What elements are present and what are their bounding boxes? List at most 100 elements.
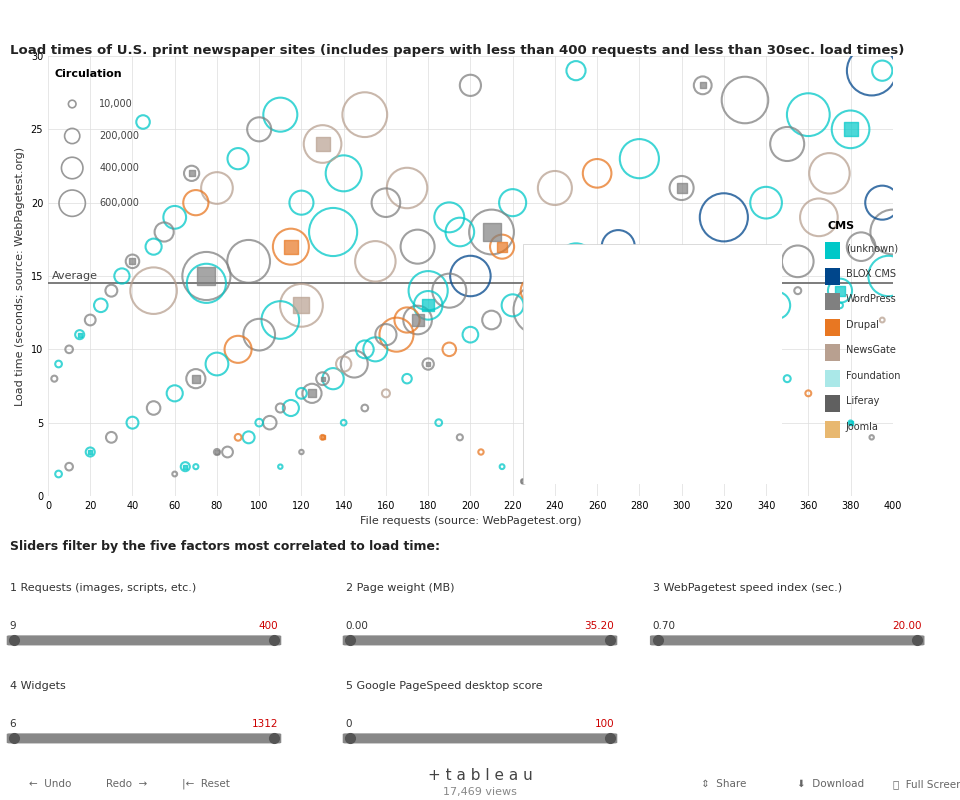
Point [64, 130, 80, 142]
Point [336, 167, 351, 180]
Point [273, 460, 288, 473]
Point [167, 211, 182, 224]
Point [452, 431, 468, 444]
Point [737, 343, 753, 356]
Point [399, 182, 415, 194]
Point [220, 446, 235, 458]
FancyBboxPatch shape [825, 370, 839, 386]
Point [294, 196, 309, 209]
Point [273, 402, 288, 414]
Point [336, 416, 351, 429]
Text: 5 Google PageSpeed desktop score: 5 Google PageSpeed desktop score [346, 681, 542, 690]
Point [473, 446, 489, 458]
Point [167, 467, 182, 480]
Point [706, 255, 721, 268]
Text: Nginx: Nginx [658, 287, 688, 298]
Point [537, 255, 552, 268]
Text: + t a b l e a u: + t a b l e a u [427, 768, 533, 783]
Point [61, 343, 77, 356]
Point [325, 372, 341, 385]
Text: 232: 232 [658, 366, 678, 376]
Point [146, 284, 161, 297]
Point [283, 402, 299, 414]
Text: Requests:: Requests: [537, 366, 588, 376]
Point [135, 115, 151, 128]
Point [315, 138, 330, 150]
Point [516, 475, 531, 488]
Point [125, 416, 140, 429]
Text: WordPress: WordPress [846, 294, 897, 304]
Point [695, 79, 710, 92]
Text: ⬇  Download: ⬇ Download [797, 779, 864, 789]
Point [294, 299, 309, 312]
Point [621, 402, 636, 414]
Point [315, 431, 330, 444]
Text: 400,000: 400,000 [99, 163, 139, 173]
Text: 17,469 views: 17,469 views [444, 787, 516, 797]
Point [716, 328, 732, 341]
Point [832, 299, 848, 312]
Point [632, 270, 647, 282]
Point [209, 446, 225, 458]
Point [442, 211, 457, 224]
Point [188, 372, 204, 385]
Point [600, 416, 615, 429]
Point [283, 240, 299, 253]
Point [262, 416, 277, 429]
Point [579, 431, 594, 444]
Text: Liferay: Liferay [846, 396, 879, 406]
Text: NewsGate: NewsGate [846, 346, 896, 355]
Point [104, 431, 119, 444]
Point [83, 446, 98, 458]
Text: Load times of U.S. print newspaper sites (includes papers with less than 400 req: Load times of U.S. print newspaper sites… [10, 44, 904, 57]
Text: (unknown): (unknown) [846, 243, 898, 254]
Point [72, 328, 87, 341]
Text: CMS: CMS [827, 221, 854, 230]
Point [547, 270, 563, 282]
Point [347, 358, 362, 370]
Point [399, 314, 415, 326]
FancyBboxPatch shape [7, 734, 281, 743]
Point [811, 211, 827, 224]
Point [463, 270, 478, 282]
Point [156, 226, 172, 238]
X-axis label: File requests (source: WebPagetest.org): File requests (source: WebPagetest.org) [360, 517, 581, 526]
Point [494, 460, 510, 473]
Point [378, 328, 394, 341]
Point [167, 387, 182, 400]
Point [104, 284, 119, 297]
Text: Circulation:: Circulation: [537, 303, 596, 314]
Text: BLOX CMS: BLOX CMS [846, 269, 896, 279]
Text: Circulation: Circulation [55, 69, 122, 78]
Point [875, 64, 890, 77]
Point [125, 255, 140, 268]
Point [864, 431, 879, 444]
Point [230, 343, 246, 356]
Point [61, 460, 77, 473]
Point [452, 226, 468, 238]
Point [294, 446, 309, 458]
Point [114, 270, 130, 282]
Point [843, 123, 858, 136]
Point [93, 299, 108, 312]
Point [209, 358, 225, 370]
Point [410, 314, 425, 326]
Text: 65/100: 65/100 [658, 414, 694, 424]
Point [252, 416, 267, 429]
Text: 6: 6 [10, 718, 16, 729]
Point [294, 387, 309, 400]
Point [822, 402, 837, 414]
Text: Speed-index:: Speed-index: [537, 350, 605, 361]
Text: Average: Average [52, 271, 98, 281]
Point [420, 299, 436, 312]
Text: Seattle WA: Seattle WA [537, 461, 610, 474]
Point [843, 416, 858, 429]
Point [516, 475, 531, 488]
Point [410, 240, 425, 253]
FancyBboxPatch shape [650, 635, 924, 646]
Point [727, 328, 742, 341]
Text: 600,000: 600,000 [99, 198, 139, 208]
Point [146, 402, 161, 414]
Text: Sliders filter by the five factors most correlated to load time:: Sliders filter by the five factors most … [10, 539, 440, 553]
Point [801, 387, 816, 400]
